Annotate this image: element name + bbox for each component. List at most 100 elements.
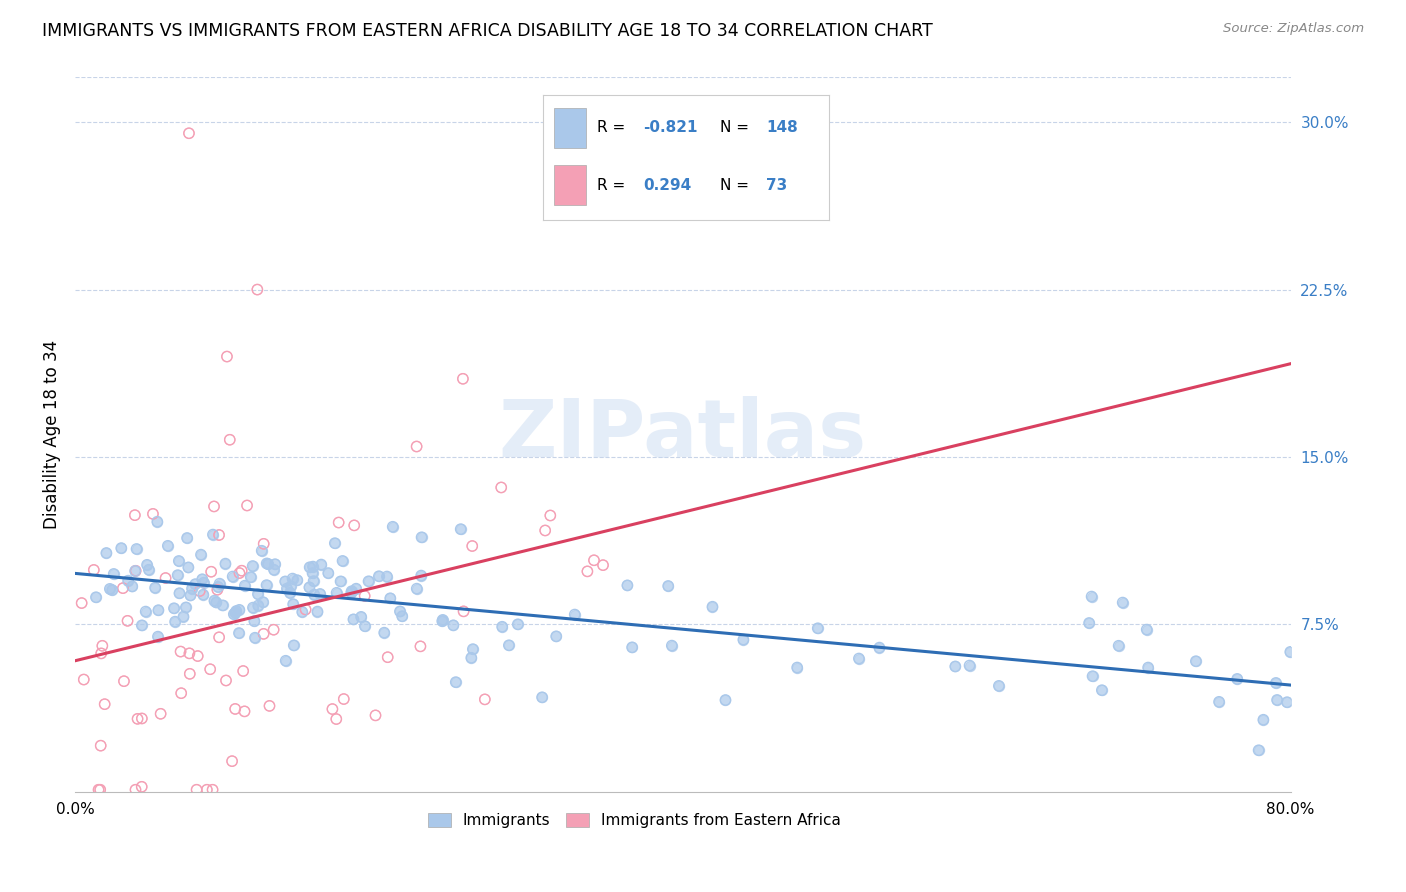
Point [274, 574, 297, 589]
Point [474, 692, 496, 706]
Point [943, 659, 966, 673]
Point [214, 557, 236, 571]
Point [340, 585, 363, 599]
Point [1081, 669, 1104, 683]
Point [242, 600, 264, 615]
Point [367, 569, 389, 583]
Point [177, 126, 200, 140]
Point [91, 639, 114, 653]
Point [200, 565, 222, 579]
Point [91, 639, 114, 653]
Point [224, 606, 246, 620]
Point [316, 566, 339, 580]
Point [343, 518, 366, 533]
Point [329, 574, 352, 589]
Point [380, 591, 402, 606]
Point [576, 565, 599, 579]
Point [215, 673, 238, 688]
Point [380, 591, 402, 606]
Point [243, 614, 266, 628]
Point [224, 606, 246, 620]
Point [444, 675, 467, 690]
Point [388, 604, 411, 618]
Point [278, 586, 301, 600]
Point [1136, 623, 1159, 637]
Point [211, 599, 233, 613]
Point [302, 574, 325, 589]
Point [531, 690, 554, 705]
Point [184, 577, 207, 591]
Point [138, 563, 160, 577]
Point [1078, 615, 1101, 630]
Point [357, 574, 380, 589]
Point [786, 660, 808, 674]
Point [166, 568, 188, 582]
Point [432, 613, 454, 627]
Point [155, 571, 177, 585]
Point [87, 782, 110, 797]
Point [179, 666, 201, 681]
Point [169, 586, 191, 600]
Point [167, 554, 190, 568]
Point [165, 615, 187, 629]
Point [1111, 596, 1133, 610]
Point [1264, 676, 1286, 690]
Point [121, 579, 143, 593]
Point [340, 584, 363, 599]
Point [328, 516, 350, 530]
Point [1208, 695, 1230, 709]
Point [1137, 660, 1160, 674]
Point [405, 582, 427, 596]
Point [367, 569, 389, 583]
Point [491, 620, 513, 634]
Point [111, 581, 134, 595]
Point [657, 579, 679, 593]
Point [208, 528, 231, 542]
Point [294, 602, 316, 616]
Point [1208, 695, 1230, 709]
Point [136, 558, 159, 572]
Point [807, 621, 830, 635]
Point [274, 654, 297, 668]
Point [441, 618, 464, 632]
Point [461, 539, 484, 553]
Point [222, 607, 245, 622]
Point [89, 782, 111, 797]
Point [409, 640, 432, 654]
Point [302, 588, 325, 602]
Point [474, 692, 496, 706]
Point [538, 508, 561, 523]
Point [381, 520, 404, 534]
Point [181, 582, 204, 596]
Point [167, 554, 190, 568]
Point [283, 639, 305, 653]
Point [165, 615, 187, 629]
Point [657, 579, 679, 593]
Point [1279, 645, 1302, 659]
Point [450, 522, 472, 536]
Point [340, 584, 363, 599]
Point [131, 711, 153, 725]
Point [149, 706, 172, 721]
Point [329, 574, 352, 589]
Point [110, 541, 132, 555]
Point [146, 630, 169, 644]
Point [453, 604, 475, 618]
Point [201, 527, 224, 541]
Point [592, 558, 614, 573]
Text: ZIPatlas: ZIPatlas [499, 396, 868, 474]
Point [538, 508, 561, 523]
Point [534, 524, 557, 538]
Point [101, 582, 124, 597]
Point [1091, 683, 1114, 698]
Point [131, 780, 153, 794]
Point [1275, 695, 1298, 709]
Point [225, 604, 247, 618]
Point [214, 557, 236, 571]
Point [136, 558, 159, 572]
Point [131, 780, 153, 794]
Point [156, 539, 179, 553]
Point [807, 621, 830, 635]
Point [70, 596, 93, 610]
Point [1108, 639, 1130, 653]
